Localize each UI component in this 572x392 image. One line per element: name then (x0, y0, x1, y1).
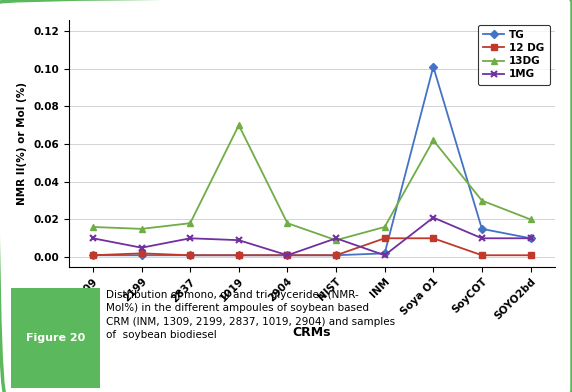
Text: Figure 20: Figure 20 (26, 333, 85, 343)
TG (89, 253, 96, 258)
12 DG (430, 236, 437, 241)
13DG (333, 238, 340, 243)
1MG (430, 215, 437, 220)
1MG (89, 236, 96, 241)
TG (138, 253, 145, 258)
13DG (478, 198, 485, 203)
1MG (284, 253, 291, 258)
12 DG (284, 253, 291, 258)
13DG (284, 221, 291, 225)
TG (430, 64, 437, 69)
13DG (89, 225, 96, 229)
TG (284, 253, 291, 258)
12 DG (186, 253, 193, 258)
13DG (138, 227, 145, 231)
13DG (430, 138, 437, 143)
X-axis label: CRMs: CRMs (292, 326, 331, 339)
Text: Distribution of mono, di and tri glycerides (NMR-
Mol%) in the different ampoule: Distribution of mono, di and tri glyceri… (106, 290, 395, 340)
12 DG (89, 253, 96, 258)
12 DG (527, 253, 534, 258)
13DG (527, 217, 534, 222)
12 DG (478, 253, 485, 258)
Line: 12 DG: 12 DG (90, 236, 533, 258)
12 DG (236, 253, 243, 258)
Line: 1MG: 1MG (89, 214, 534, 259)
TG (186, 253, 193, 258)
1MG (236, 238, 243, 243)
TG (527, 236, 534, 241)
13DG (236, 123, 243, 127)
1MG (333, 236, 340, 241)
1MG (478, 236, 485, 241)
12 DG (333, 253, 340, 258)
TG (381, 251, 388, 256)
Legend: TG, 12 DG, 13DG, 1MG: TG, 12 DG, 13DG, 1MG (478, 25, 550, 85)
TG (333, 253, 340, 258)
Y-axis label: NMR II(%) or Mol (%): NMR II(%) or Mol (%) (18, 82, 27, 205)
12 DG (138, 251, 145, 256)
1MG (138, 245, 145, 250)
1MG (527, 236, 534, 241)
12 DG (381, 236, 388, 241)
Line: 13DG: 13DG (90, 122, 533, 243)
TG (236, 253, 243, 258)
1MG (381, 253, 388, 258)
TG (478, 227, 485, 231)
1MG (186, 236, 193, 241)
13DG (186, 221, 193, 225)
Line: TG: TG (90, 64, 533, 258)
13DG (381, 225, 388, 229)
